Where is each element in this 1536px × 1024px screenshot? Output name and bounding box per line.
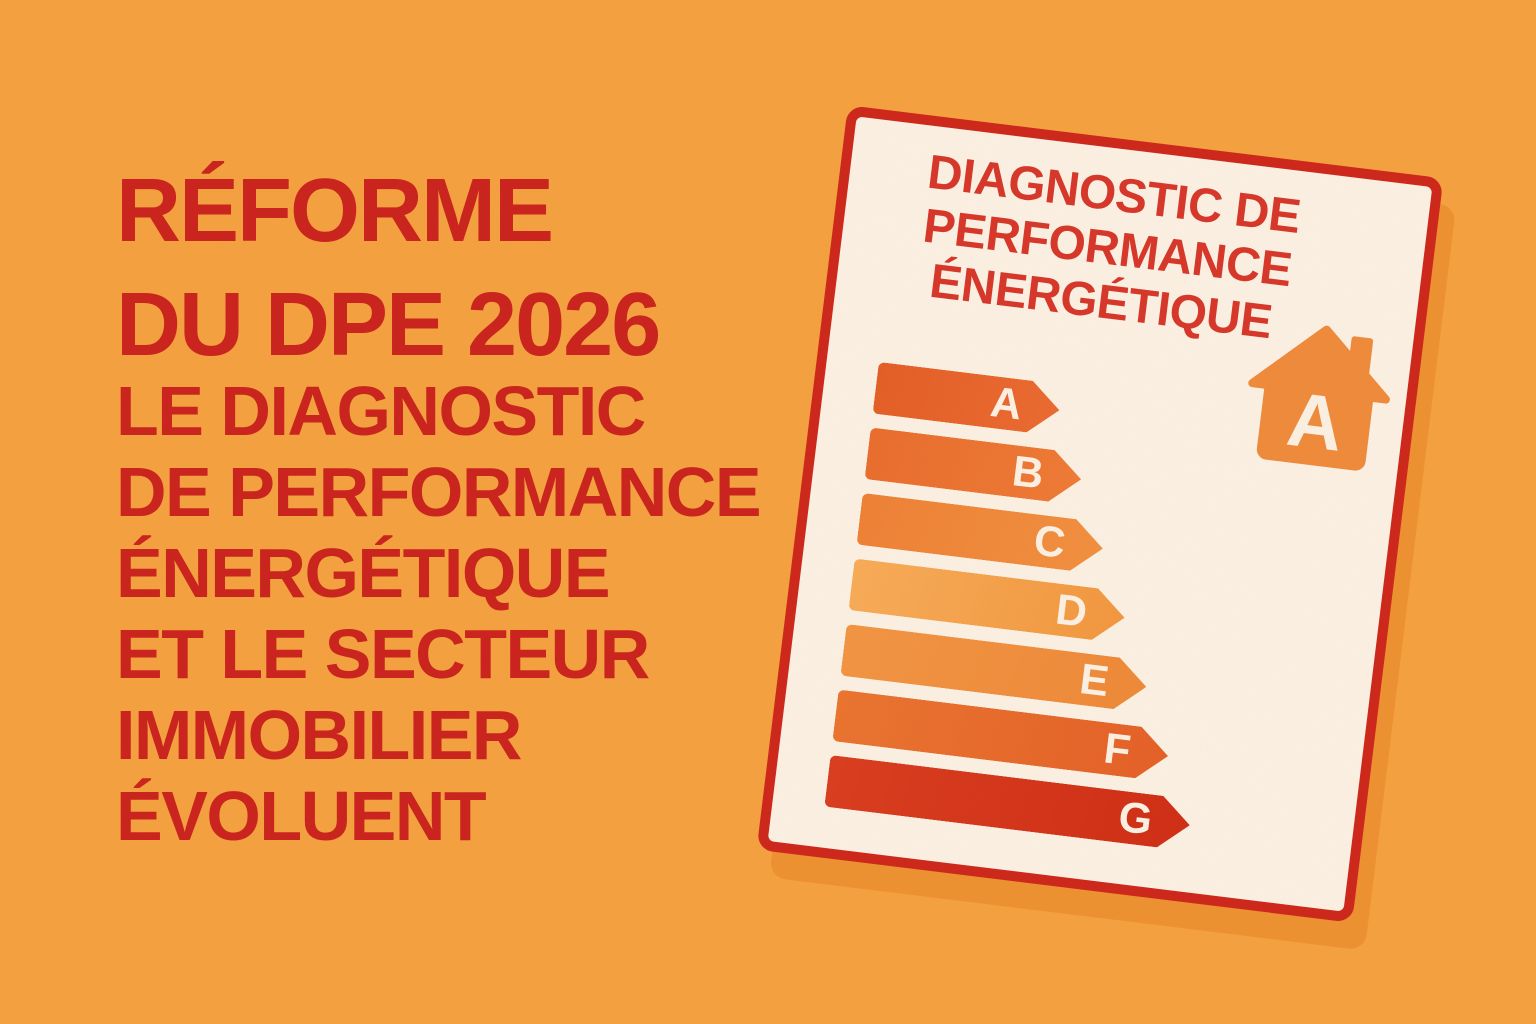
- energy-bar-letter: A: [987, 377, 1025, 429]
- energy-bar-letter: C: [1031, 515, 1069, 568]
- energy-bar-letter: F: [1101, 723, 1134, 775]
- headline-subtitle-line-3: ÉNERGÉTIQUE: [116, 534, 611, 612]
- house-energy-a-icon: A: [1248, 325, 1390, 471]
- headline-title-line-2: DU DPE 2026: [116, 275, 661, 375]
- headline-subtitle-line-1: LE DIAGNOSTIC: [116, 372, 646, 450]
- house-chimney: [1347, 336, 1374, 380]
- headline-subtitle-line-5: IMMOBILIER: [116, 696, 522, 774]
- headline-subtitle: LE DIAGNOSTIC DE PERFORMANCE ÉNERGÉTIQUE…: [116, 371, 762, 857]
- energy-bar-c: C: [856, 493, 1106, 574]
- headline-subtitle-line-4: ET LE SECTEUR: [116, 615, 650, 693]
- energy-bar-letter: D: [1053, 585, 1090, 637]
- headline-title-line-1: RÉFORME: [116, 161, 554, 261]
- headline-title: RÉFORME DU DPE 2026: [116, 154, 661, 382]
- energy-scale: A B C D E F G: [824, 362, 1241, 851]
- energy-bar-a: A: [873, 362, 1063, 436]
- house-energy-class-label: A: [1283, 377, 1348, 468]
- energy-bar-letter: E: [1077, 654, 1112, 706]
- energy-bar-b: B: [865, 427, 1085, 505]
- headline-subtitle-line-2: DE PERFORMANCE: [116, 453, 762, 531]
- energy-bar-letter: G: [1115, 792, 1156, 844]
- energy-bar-letter: B: [1009, 446, 1047, 499]
- headline-subtitle-line-6: ÉVOLUENT: [116, 777, 487, 855]
- certificate-card: DIAGNOSTIC DE PERFORMANCE ÉNERGÉTIQUE A …: [756, 105, 1444, 923]
